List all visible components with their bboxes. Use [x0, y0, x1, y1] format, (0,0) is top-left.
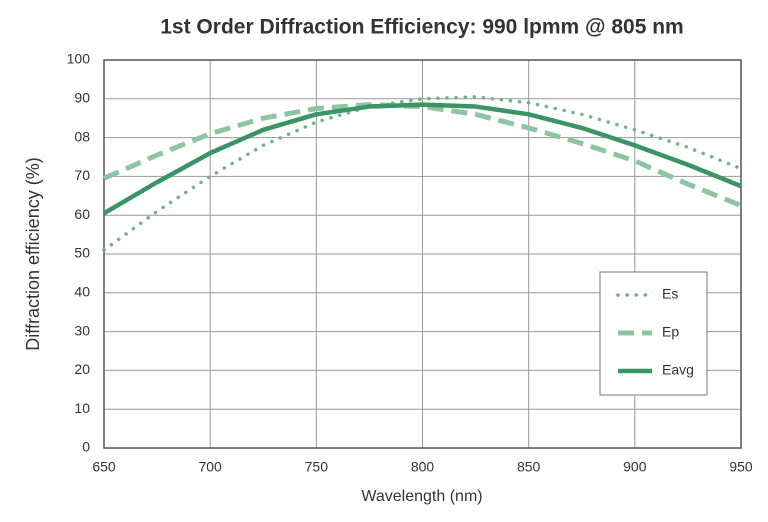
y-tick-label: 100	[67, 51, 91, 67]
y-tick-label: 10	[74, 400, 90, 416]
x-tick-label: 800	[411, 459, 435, 475]
y-tick-label: 90	[74, 90, 90, 106]
legend-label: Ep	[662, 324, 679, 340]
y-tick-label: 20	[74, 361, 90, 377]
chart-title: 1st Order Diffraction Efficiency: 990 lp…	[160, 16, 683, 39]
x-tick-label: 850	[517, 459, 541, 475]
y-tick-label: 60	[74, 206, 90, 222]
x-tick-label: 650	[92, 459, 116, 475]
y-tick-label: 0	[82, 439, 90, 455]
x-tick-label: 750	[305, 459, 329, 475]
y-axis-label: Diffraction efficiency (%)	[23, 157, 43, 350]
y-tick-label: 08	[74, 128, 90, 144]
legend-label: Eavg	[662, 362, 694, 378]
series-line	[102, 95, 743, 252]
legend-box	[599, 271, 708, 396]
x-axis-label: Wavelength (nm)	[361, 488, 482, 505]
series-line	[102, 102, 742, 216]
y-tick-label: 30	[74, 322, 90, 338]
legend-label: Es	[662, 286, 678, 302]
x-tick-label: 950	[729, 459, 753, 475]
x-tick-label: 900	[623, 459, 647, 475]
y-tick-label: 50	[74, 245, 90, 261]
x-tick-label: 700	[198, 459, 222, 475]
plot-border	[103, 59, 742, 449]
y-tick-label: 70	[74, 167, 90, 183]
y-tick-label: 40	[74, 284, 90, 300]
